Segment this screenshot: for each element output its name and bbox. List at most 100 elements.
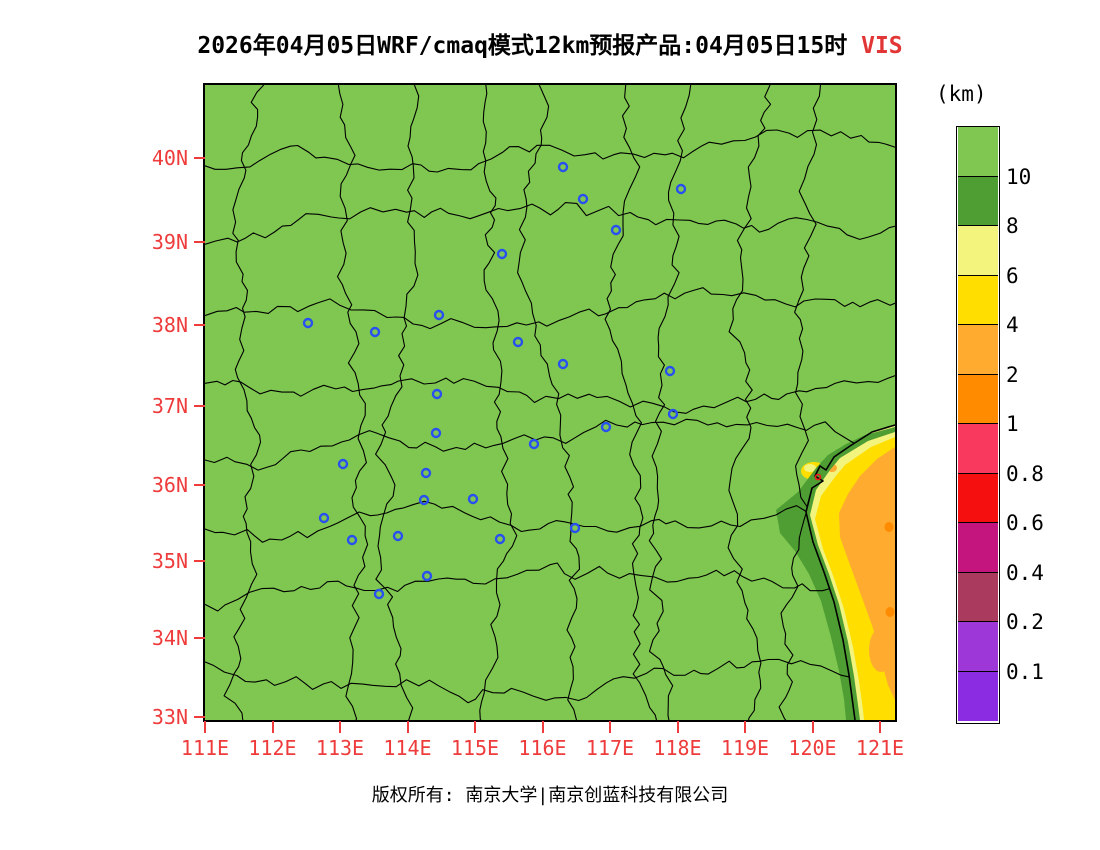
colorbar-tick-label: 6: [1006, 263, 1019, 288]
colorbar: [956, 126, 1000, 724]
title-text: 2026年04月05日WRF/cmaq模式12km预报产品:04月05日15时: [197, 33, 848, 59]
colorbar-tick-label: 0.8: [1006, 461, 1044, 486]
city-marker: [392, 530, 404, 542]
lon-tick-mark: [541, 721, 544, 733]
lat-tick-mark: [194, 716, 205, 718]
map-canvas: [205, 85, 897, 721]
lon-tick-label: 115E: [450, 736, 500, 760]
city-marker: [337, 458, 349, 470]
coastline: [805, 424, 896, 721]
lon-tick-label: 118E: [653, 736, 702, 760]
colorbar-patch: [958, 275, 998, 325]
lon-tick-label: 113E: [315, 736, 365, 760]
city-marker: [420, 467, 432, 479]
page-title: 2026年04月05日WRF/cmaq模式12km预报产品:04月05日15时 …: [0, 26, 1100, 60]
colorbar-tick-label: 10: [1006, 164, 1032, 189]
city-marker: [600, 421, 612, 433]
city-marker: [494, 533, 506, 545]
lat-tick-label: 40N: [151, 146, 188, 170]
city-marker: [418, 494, 430, 506]
colorbar-patch: [958, 622, 998, 672]
lon-tick-mark: [676, 721, 679, 733]
lat-tick-mark: [194, 324, 205, 326]
lat-tick-mark: [194, 560, 205, 562]
county-boundaries: [205, 85, 895, 720]
city-marker: [557, 161, 569, 173]
lat-tick-mark: [194, 637, 205, 639]
city-marker: [577, 193, 589, 205]
lon-tick-label: 112E: [248, 736, 297, 760]
colorbar-unit: (km): [936, 82, 987, 106]
lon-tick-label: 111E: [180, 736, 230, 760]
city-marker: [664, 365, 676, 377]
lon-tick-label: 120E: [788, 736, 837, 760]
city-marker: [569, 522, 581, 534]
colorbar-patch: [958, 325, 998, 375]
city-marker: [496, 248, 508, 260]
lon-tick-label: 119E: [720, 736, 770, 760]
lat-tick-mark: [194, 241, 205, 243]
station-marker: [814, 473, 822, 481]
visibility-band-1-2: [885, 607, 895, 617]
visibility-band-8-10: [776, 427, 895, 720]
lon-tick-mark: [204, 721, 206, 733]
lat-tick-mark: [194, 484, 205, 486]
lat-tick-label: 34N: [151, 626, 188, 650]
colorbar-tick-label: 0.6: [1006, 511, 1044, 535]
lat-tick-label: 36N: [151, 473, 188, 497]
lat-tick-mark: [194, 157, 205, 159]
lat-tick-label: 38N: [151, 313, 188, 337]
lon-tick-label: 116E: [518, 736, 567, 760]
lon-tick-mark: [339, 721, 341, 733]
colorbar-tick-label: 4: [1006, 313, 1019, 337]
colorbar-patch: [958, 572, 998, 622]
lat-tick-label: 33N: [151, 705, 188, 729]
lon-tick-label: 114E: [383, 736, 432, 760]
city-marker: [421, 570, 433, 582]
lon-tick-mark: [879, 721, 881, 733]
colorbar-patch: [958, 671, 998, 721]
visibility-band-2-4: [869, 559, 897, 611]
lon-tick-mark: [609, 721, 611, 733]
city-marker: [318, 512, 330, 524]
city-marker: [433, 309, 445, 321]
colorbar-tick-label: 0.4: [1006, 560, 1044, 585]
colorbar-patch: [958, 176, 998, 226]
city-marker: [302, 317, 314, 329]
city-marker: [431, 388, 443, 400]
title-variable-label: VIS: [861, 33, 903, 59]
city-marker: [610, 224, 622, 236]
lat-tick-mark: [194, 405, 205, 407]
colorbar-tick-label: 8: [1006, 214, 1019, 238]
visibility-band-1-2: [884, 522, 894, 532]
colorbar-tick-label: 0.2: [1006, 610, 1044, 634]
colorbar-patch: [958, 473, 998, 523]
lon-tick-mark: [406, 721, 409, 733]
city-marker: [557, 358, 569, 370]
lat-tick-label: 37N: [151, 394, 188, 418]
lat-tick-label: 39N: [151, 230, 188, 254]
city-marker: [675, 183, 687, 195]
city-marker: [430, 427, 442, 439]
lon-tick-label: 121E: [855, 736, 905, 760]
city-marker: [528, 438, 540, 450]
lat-tick-label: 35N: [151, 549, 188, 573]
city-marker: [467, 493, 479, 505]
colorbar-patch: [958, 424, 998, 474]
visibility-band-6-8: [804, 464, 816, 472]
colorbar-tick-label: 1: [1006, 412, 1019, 436]
colorbar-tick-label: 0.1: [1006, 659, 1044, 684]
colorbar-patch: [958, 127, 998, 177]
colorbar-patch: [958, 374, 998, 424]
colorbar-patch: [958, 226, 998, 276]
city-marker: [346, 534, 358, 546]
lon-tick-mark: [744, 721, 746, 733]
city-marker: [373, 588, 385, 600]
lon-tick-mark: [474, 721, 476, 733]
city-marker: [512, 336, 524, 348]
lon-tick-label: 117E: [585, 736, 635, 760]
city-marker: [667, 408, 679, 420]
colorbar-patch: [958, 523, 998, 573]
city-marker: [369, 326, 381, 338]
lon-tick-mark: [811, 721, 814, 733]
